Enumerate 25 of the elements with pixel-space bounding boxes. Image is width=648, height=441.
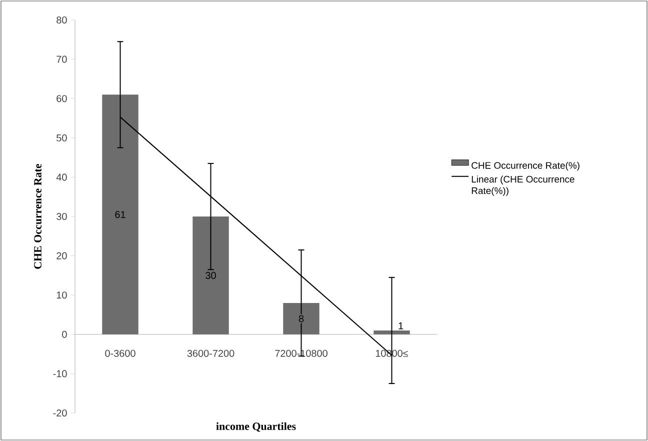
y-tick-label: 50 bbox=[56, 134, 67, 142]
data-label: 61 bbox=[115, 211, 126, 218]
y-tick-label: 20 bbox=[56, 252, 67, 260]
bar bbox=[374, 330, 410, 334]
y-tick-label: 60 bbox=[56, 95, 67, 102]
data-label: 1 bbox=[398, 322, 404, 330]
y-tick-label: -20 bbox=[53, 409, 67, 417]
y-tick-label: 10 bbox=[56, 292, 67, 299]
x-tick-label: 0-3600 bbox=[105, 350, 136, 357]
y-tick-label: 0 bbox=[62, 330, 67, 338]
bar bbox=[283, 302, 320, 334]
legend-label: CHE Occurrence Rate(%) bbox=[472, 162, 580, 171]
y-tick-label: 70 bbox=[56, 56, 67, 63]
data-label: 30 bbox=[206, 272, 216, 279]
bar bbox=[102, 94, 138, 334]
y-tick-label: -10 bbox=[53, 370, 67, 378]
bar bbox=[192, 216, 229, 334]
y-tick-label: 40 bbox=[56, 174, 67, 181]
legend-label: Linear (CHE Occurrence Rate(%)) bbox=[472, 176, 574, 196]
y-axis-title: CHE Occurrence Rate bbox=[34, 164, 42, 269]
y-tick-label: 80 bbox=[56, 16, 67, 24]
y-tick-label: 30 bbox=[56, 212, 67, 220]
data-label: 8 bbox=[298, 315, 304, 322]
x-axis-title: income Quartiles bbox=[216, 422, 296, 432]
x-tick-label: 3600-7200 bbox=[187, 350, 234, 357]
